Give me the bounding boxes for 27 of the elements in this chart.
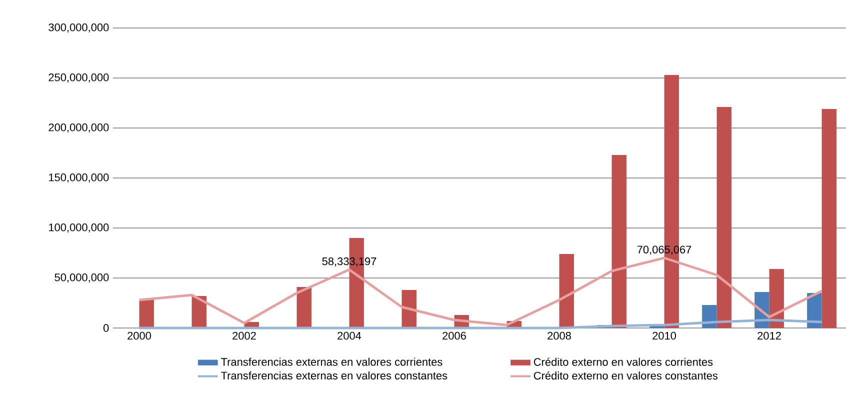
bar: [296, 287, 312, 328]
y-tick-label: 50,000,000: [54, 273, 109, 283]
bar: [716, 107, 732, 328]
legend-label: Transferencias externas en valores constantes: [221, 371, 448, 380]
bar: [822, 109, 836, 328]
bar: [139, 300, 154, 328]
legend-label: Crédito externo en valores constantes: [534, 371, 718, 380]
x-tick-label: 2000: [128, 332, 151, 340]
bar: [612, 155, 626, 328]
bar: [769, 269, 784, 328]
bar: [559, 254, 574, 328]
legend-label: Transferencias externas en valores corrientes: [221, 358, 442, 366]
y-tick-label: 150,000,000: [49, 173, 109, 183]
y-tick-label: 0: [103, 324, 109, 332]
y-tick-label: 100,000,000: [49, 223, 109, 233]
y-tick-label: 250,000,000: [48, 73, 109, 83]
x-tick-label: 2002: [232, 332, 256, 340]
x-tick-label: 2004: [338, 332, 362, 340]
x-tick-label: 2006: [442, 332, 466, 340]
x-tick-label: 2008: [548, 332, 571, 340]
legend-label: Crédito externo en valores corrientes: [534, 358, 713, 366]
x-tick-label: 2012: [758, 332, 781, 340]
y-tick-label: 200,000,000: [48, 123, 109, 133]
y-tick-label: 300,000,000: [48, 23, 109, 33]
bar: [702, 305, 717, 328]
x-tick-label: 2010: [652, 332, 676, 340]
line-series: [138, 256, 824, 326]
